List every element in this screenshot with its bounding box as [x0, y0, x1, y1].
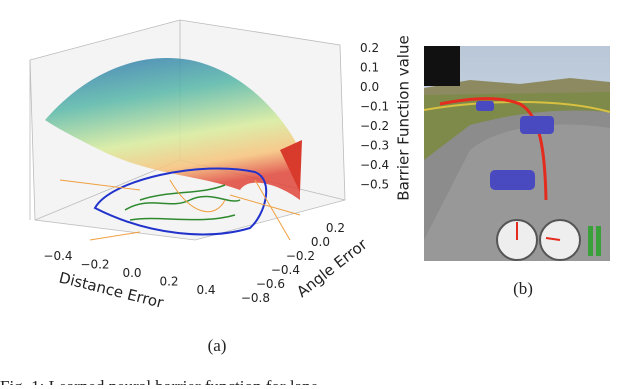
z-tick-label: 0.0: [360, 80, 379, 94]
z-tick-label: −0.2: [360, 119, 389, 133]
z-tick-label: −0.1: [360, 100, 389, 114]
x-tick-label: −0.4: [43, 249, 72, 263]
panel-a-caption: (a): [208, 336, 227, 355]
x-tick-label: 0.2: [159, 275, 178, 289]
trajectories-green: [124, 184, 241, 221]
y-tick-label: −0.8: [241, 291, 270, 305]
figure-caption: Fig. 1: Learned neural barrier function …: [0, 377, 318, 385]
x-tick-label: −0.2: [80, 258, 109, 272]
z-tick-label: −0.3: [360, 139, 389, 153]
z-tick-label: 0.1: [360, 61, 379, 75]
x-axis-label: Distance Error: [57, 268, 166, 312]
z-axis-label: Barrier Function value: [395, 35, 413, 200]
barrier-surface: [45, 58, 300, 201]
z-tick-label: −0.4: [360, 158, 389, 172]
y-tick-label: −0.4: [271, 263, 300, 277]
surface-tip: [280, 140, 302, 192]
y-tick-label: 0.0: [311, 235, 330, 249]
trajectories-orange: [59, 179, 301, 241]
y-tick-label: −0.6: [256, 277, 285, 291]
panel-b-caption: (b): [513, 279, 533, 298]
z-tick-label: 0.2: [360, 41, 379, 55]
z-tick-label: −0.5: [360, 178, 389, 192]
simulator-screenshot: [423, 46, 611, 261]
y-tick-label: −0.2: [286, 249, 315, 263]
y-tick-label: 0.2: [326, 221, 345, 235]
y-axis-label: Angle Error: [293, 235, 371, 301]
safe-contour: [93, 167, 268, 236]
x-tick-label: 0.4: [196, 283, 215, 297]
x-tick-label: 0.0: [122, 266, 141, 280]
